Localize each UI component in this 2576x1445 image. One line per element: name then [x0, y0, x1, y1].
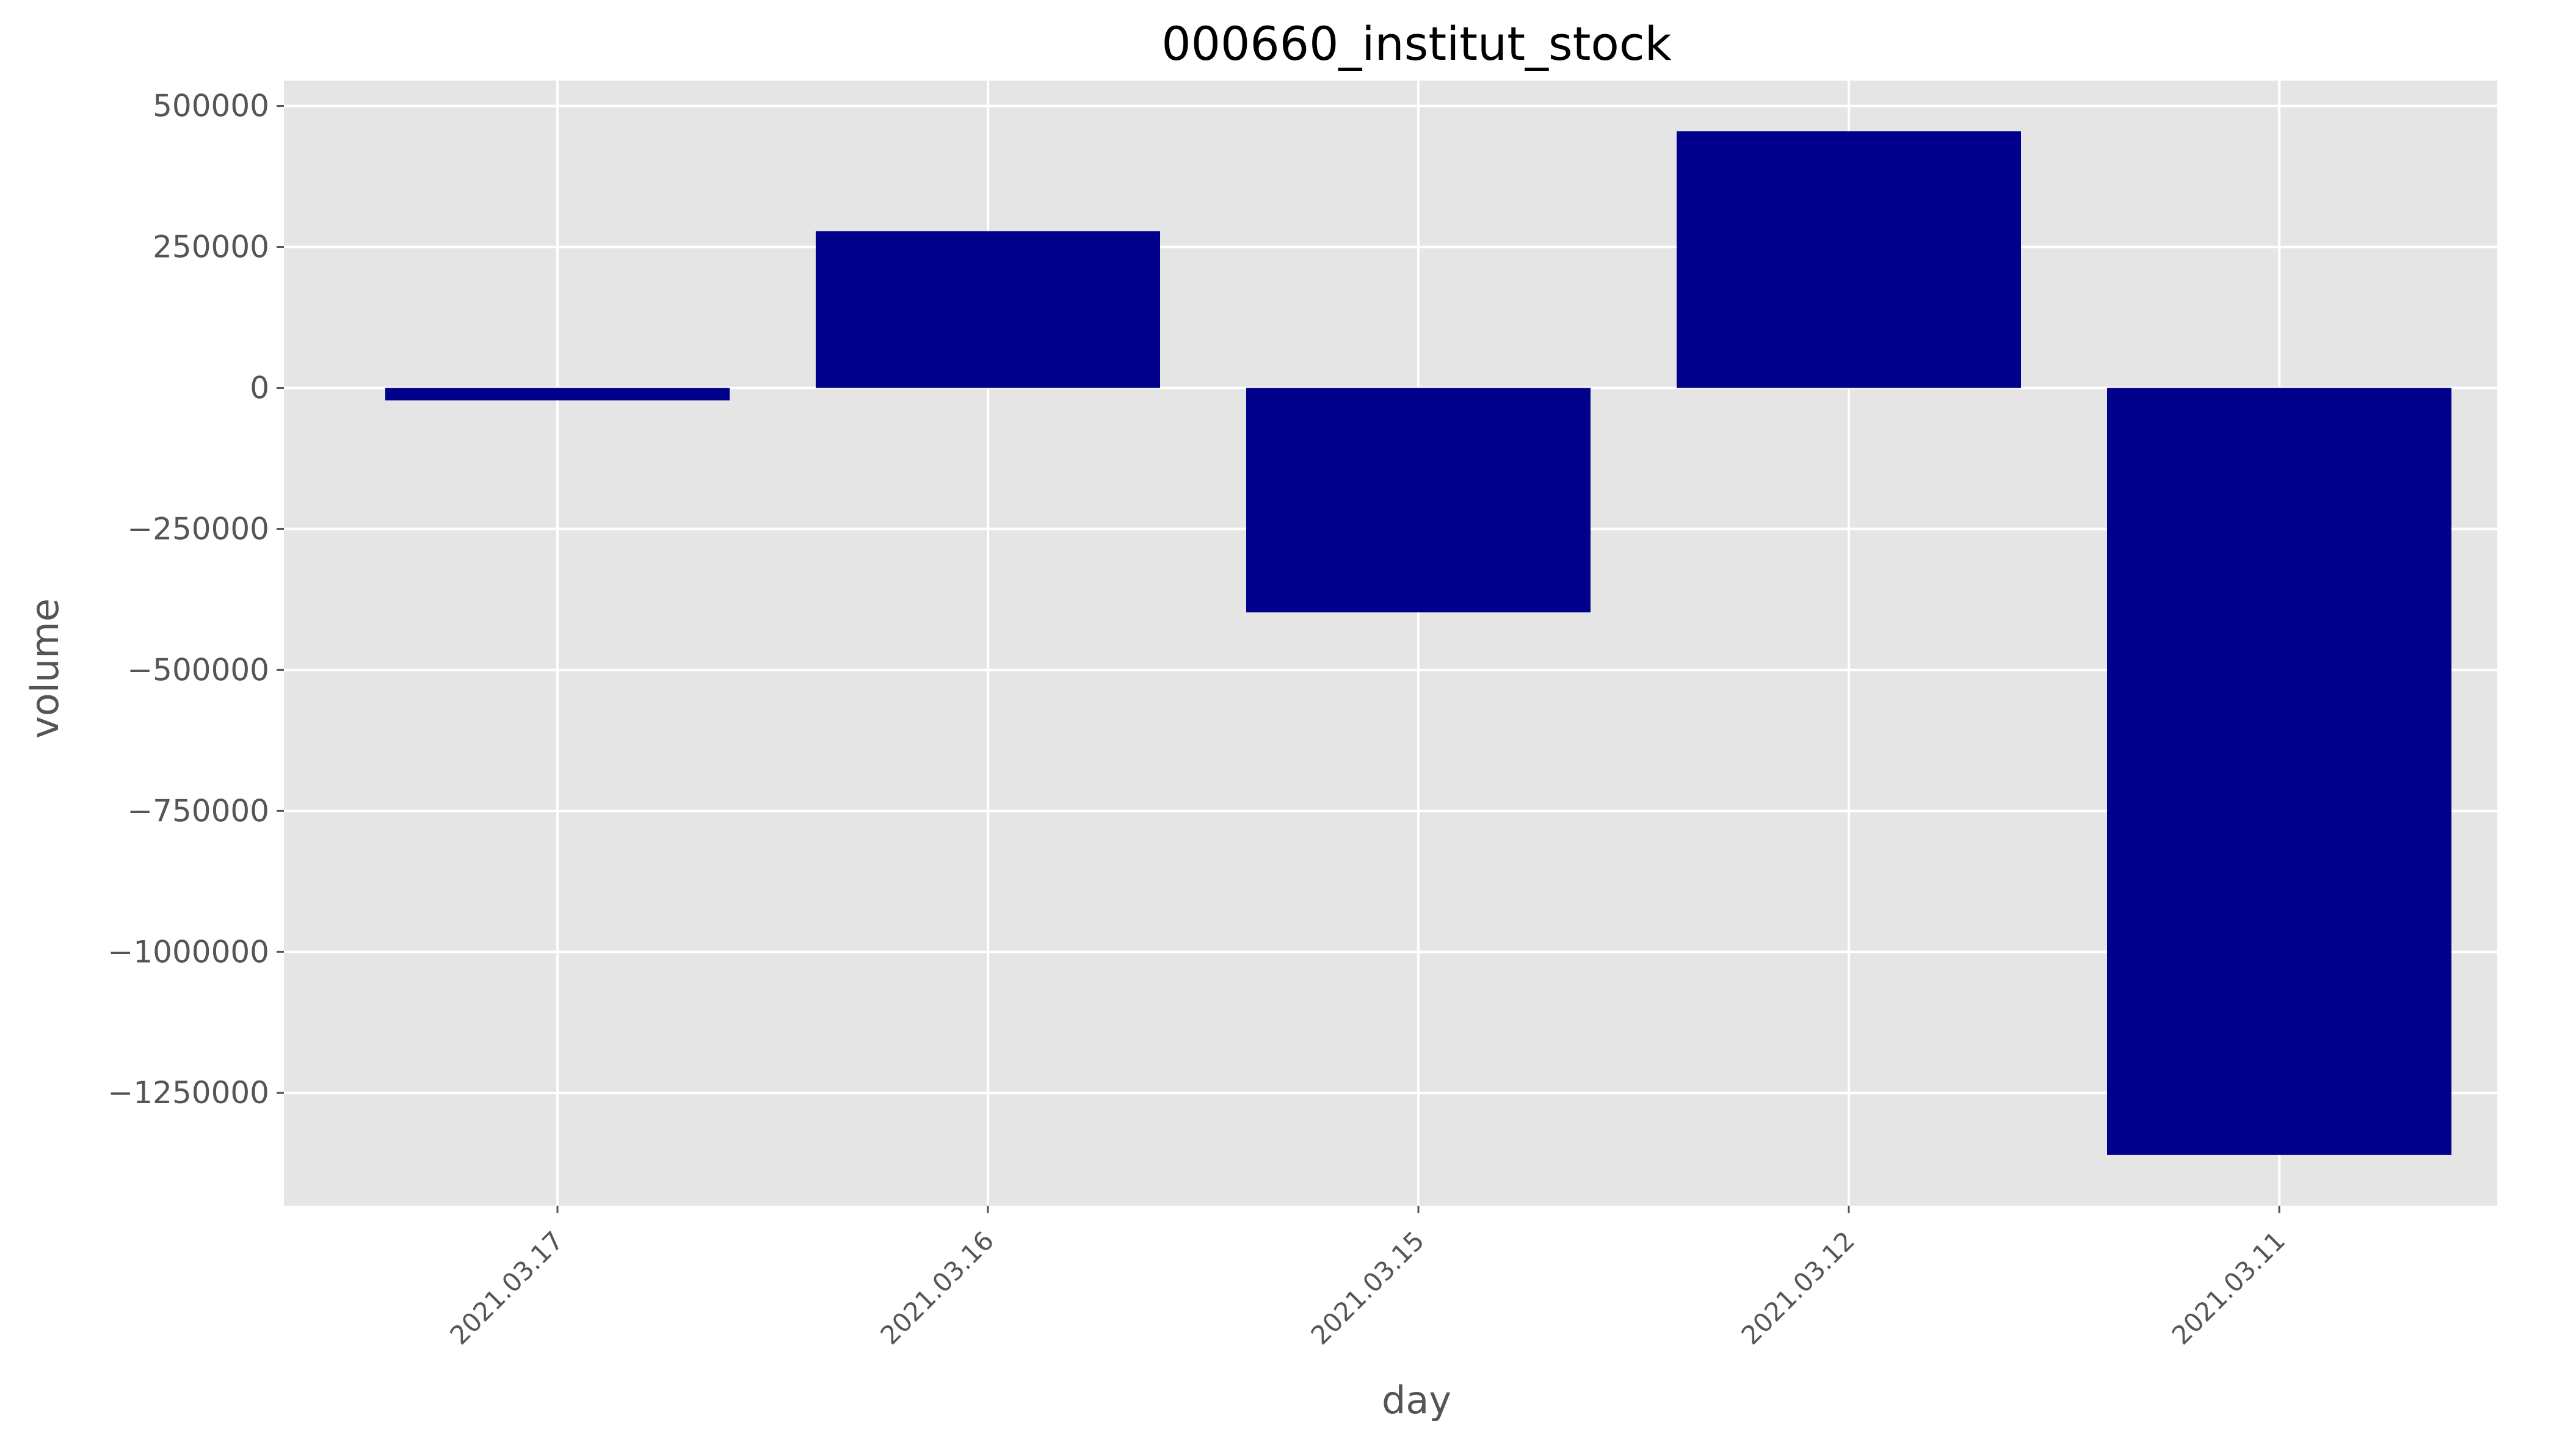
bar	[1246, 388, 1591, 613]
bar	[816, 231, 1160, 388]
y-tick-label: 0	[250, 370, 269, 405]
y-tick-label: 250000	[153, 230, 269, 265]
x-tick-label: 2021.03.12	[1735, 1225, 1860, 1350]
bar	[1677, 131, 2021, 388]
y-tick-label: −500000	[127, 652, 269, 687]
y-tick-label: 500000	[153, 89, 269, 124]
x-axis-label: day	[1382, 1378, 1451, 1422]
bar	[385, 388, 730, 400]
y-tick-label: −250000	[127, 511, 269, 546]
x-tick-label: 2021.03.16	[874, 1225, 1000, 1350]
bar	[2107, 388, 2451, 1155]
x-tick-label: 2021.03.15	[1305, 1225, 1430, 1350]
x-tick-label: 2021.03.11	[2166, 1225, 2291, 1350]
y-axis-ticks: 500000 250000 0 −250000 −500000 −750000 −10000…	[107, 89, 284, 1110]
y-axis-label: volume	[23, 598, 67, 739]
chart-title: 000660_institut_stock	[1161, 16, 1671, 71]
bars	[385, 131, 2451, 1155]
y-tick-label: −1000000	[107, 934, 269, 969]
y-tick-label: −1250000	[107, 1075, 269, 1110]
x-tick-label: 2021.03.17	[444, 1225, 569, 1350]
x-axis-ticks: 2021.03.17 2021.03.16 2021.03.15 2021.03.12…	[444, 1206, 2291, 1350]
y-tick-label: −750000	[127, 793, 269, 828]
